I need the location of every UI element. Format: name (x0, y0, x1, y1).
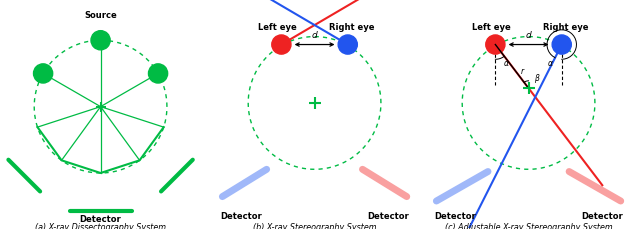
Circle shape (552, 36, 572, 55)
Text: (c) Adjustable X-ray Stereography System: (c) Adjustable X-ray Stereography System (445, 222, 612, 229)
Text: $d$: $d$ (525, 29, 532, 40)
Text: $\alpha$: $\alpha$ (503, 59, 510, 68)
Circle shape (338, 36, 357, 55)
Text: (b) X-ray Stereography System: (b) X-ray Stereography System (253, 222, 376, 229)
Text: Detector: Detector (220, 211, 262, 220)
Text: $\alpha$: $\alpha$ (547, 59, 554, 68)
Text: $\beta$: $\beta$ (534, 71, 541, 84)
Text: Right eye: Right eye (329, 22, 374, 31)
Text: $d$: $d$ (310, 29, 319, 40)
Circle shape (148, 65, 168, 84)
Circle shape (486, 36, 505, 55)
Text: Detector: Detector (581, 211, 623, 220)
Circle shape (272, 36, 291, 55)
Text: Left eye: Left eye (472, 22, 511, 31)
Circle shape (33, 65, 52, 84)
Text: $r$: $r$ (520, 66, 526, 76)
Text: Right eye: Right eye (543, 22, 588, 31)
Text: (a) X-ray Dissectography System: (a) X-ray Dissectography System (35, 222, 166, 229)
Circle shape (91, 32, 110, 51)
Text: Left eye: Left eye (259, 22, 297, 31)
Text: Source: Source (84, 11, 117, 20)
Text: Detector: Detector (367, 211, 409, 220)
Text: Detector: Detector (80, 214, 122, 223)
Text: Detector: Detector (434, 211, 476, 220)
